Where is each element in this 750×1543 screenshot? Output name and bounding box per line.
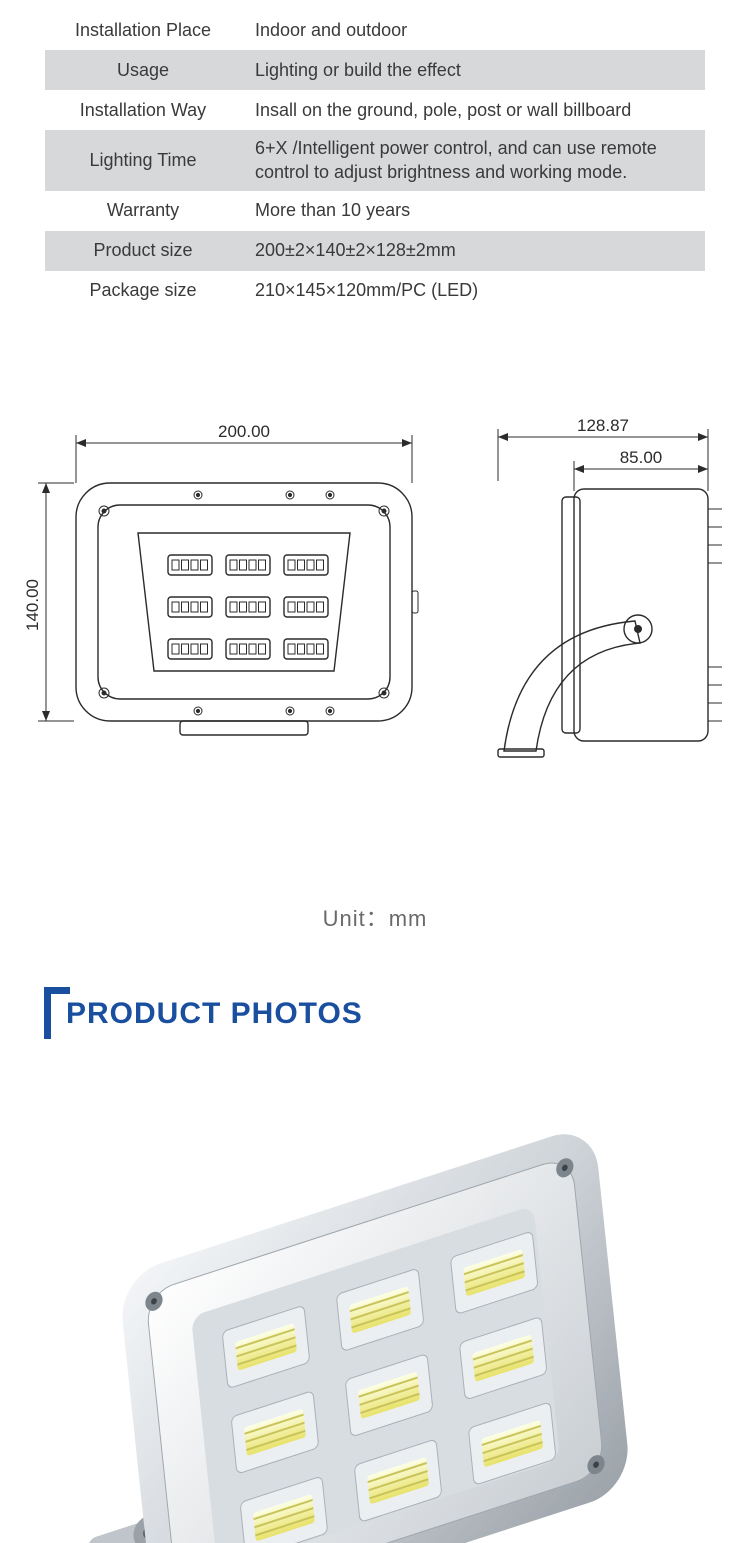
front-height-label: 140.00 (23, 579, 42, 631)
spec-row: Package size210×145×120mm/PC (LED) (45, 271, 705, 311)
spec-row: Product size200±2×140±2×128±2mm (45, 231, 705, 271)
diagram-svg: 200.00 140.00 (0, 371, 750, 891)
spec-row: UsageLighting or build the effect (45, 50, 705, 90)
spec-label: Installation Place (45, 10, 241, 50)
spec-row: Installation PlaceIndoor and outdoor (45, 10, 705, 50)
spec-value: More than 10 years (241, 191, 705, 231)
dimension-diagram: 200.00 140.00 (0, 371, 750, 891)
unit-label: Unit：mm (0, 901, 750, 933)
bracket-left (44, 987, 51, 1039)
spec-value: Lighting or build the effect (241, 50, 705, 90)
side-inner-label: 85.00 (620, 448, 663, 467)
spec-table: Installation PlaceIndoor and outdoorUsag… (45, 10, 705, 311)
spec-value: Insall on the ground, pole, post or wall… (241, 90, 705, 130)
section-title: PRODUCT PHOTOS (66, 997, 363, 1031)
spec-label: Product size (45, 231, 241, 271)
spec-table-body: Installation PlaceIndoor and outdoorUsag… (45, 10, 705, 311)
spec-label: Usage (45, 50, 241, 90)
spec-label: Warranty (45, 191, 241, 231)
spec-value: 6+X /Intelligent power control, and can … (241, 130, 705, 191)
spec-row: Lighting Time6+X /Intelligent power cont… (45, 130, 705, 191)
led-grid (168, 555, 328, 659)
side-depth-label: 128.87 (577, 416, 629, 435)
spec-label: Lighting Time (45, 130, 241, 191)
spec-label: Package size (45, 271, 241, 311)
spec-label: Installation Way (45, 90, 241, 130)
front-width-label: 200.00 (218, 422, 270, 441)
spec-value: 200±2×140±2×128±2mm (241, 231, 705, 271)
spec-value: 210×145×120mm/PC (LED) (241, 271, 705, 311)
spec-row: Installation WayInsall on the ground, po… (45, 90, 705, 130)
section-heading: PRODUCT PHOTOS (44, 993, 750, 1043)
spec-value: Indoor and outdoor (241, 10, 705, 50)
spec-row: WarrantyMore than 10 years (45, 191, 705, 231)
product-photo (0, 1083, 750, 1543)
